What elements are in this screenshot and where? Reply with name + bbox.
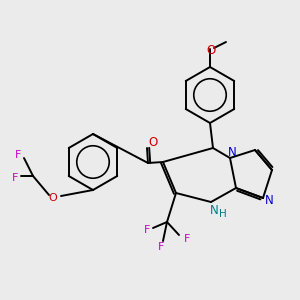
Text: O: O [148,136,158,149]
Text: F: F [184,234,190,244]
Text: F: F [144,225,150,235]
Text: H: H [219,209,227,219]
Text: N: N [265,194,273,206]
Text: N: N [228,146,236,160]
Text: N: N [210,203,218,217]
Text: F: F [15,150,21,160]
Text: F: F [158,242,164,252]
Text: O: O [206,44,216,58]
Text: O: O [49,193,57,203]
Text: F: F [12,173,18,183]
